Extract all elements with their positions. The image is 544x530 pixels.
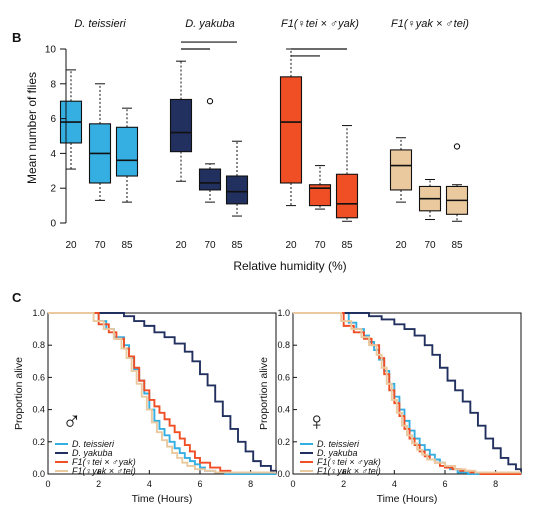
x-tick-labels: 20 70 85 20 70 85 20 70 85 20 70 85 — [65, 240, 463, 251]
x-tick-label: 70 — [204, 240, 216, 251]
x-tick-label: 0 — [290, 479, 295, 489]
x-tick-label: 2 — [341, 479, 346, 489]
group-title: F1(♀tei × ♂yak) — [281, 18, 359, 30]
x-tick-label: 20 — [175, 240, 187, 251]
plot-frame — [292, 312, 522, 475]
x-tick-label: 2 — [96, 479, 101, 489]
survival-plot-female: 0.0 0.2 0.4 0.6 0.8 1.0 0 2 4 6 8 Time (Hours) Propo… — [258, 308, 522, 505]
box — [115, 126, 139, 177]
outlier-point — [206, 98, 214, 105]
x-axis-label: Time (Hours) — [377, 493, 438, 505]
panel-c: C 0.0 0.2 0.4 0.6 0.8 1.0 0 2 4 6 8 Time (Hours) Pro… — [12, 290, 522, 505]
plot-frame — [47, 312, 277, 475]
y-tick-label: 10 — [45, 45, 57, 56]
y-tick-label: 0.4 — [32, 405, 45, 415]
x-tick-label: 4 — [392, 479, 397, 489]
x-tick-label: 70 — [424, 240, 436, 251]
x-tick-label: 20 — [285, 240, 297, 251]
x-tick-label: 4 — [147, 479, 152, 489]
x-tick-label: 0 — [45, 479, 50, 489]
group-titles: D. teissieri D. yakuba F1(♀tei × ♂yak) F1(♀… — [74, 18, 469, 30]
x-tick-label: 70 — [314, 240, 326, 251]
legend-label: D. teissieri — [317, 439, 360, 449]
survival-line — [48, 312, 276, 474]
x-axis-label: Relative humidity (%) — [233, 259, 346, 273]
x-tick-label: 20 — [65, 240, 77, 251]
x-tick-label: 85 — [121, 240, 133, 251]
panel-b: B D. teissieri D. yakuba F1(♀tei × ♂yak) F1… — [12, 18, 469, 273]
outlier-point — [453, 143, 461, 150]
box — [389, 149, 413, 191]
y-axis-label: Proportion alive — [258, 357, 270, 430]
x-tick-label: 6 — [197, 479, 202, 489]
legend-label: F1(♀tei × ♂yak) — [72, 457, 136, 467]
x-tick-label: 6 — [442, 479, 447, 489]
y-tick-label: 8 — [50, 79, 56, 90]
y-tick-label: 1.0 — [277, 308, 290, 318]
box — [308, 184, 332, 207]
survival-line — [293, 312, 521, 474]
y-tick-label: 0.8 — [277, 340, 290, 350]
y-axis-label: Proportion alive — [13, 357, 25, 430]
x-tick-label: 85 — [451, 240, 463, 251]
legend-label: F1(♀tei × ♂yak) — [317, 457, 381, 467]
y-tick-label: 0.0 — [32, 469, 45, 479]
survival-line — [48, 312, 277, 473]
box-plots — [59, 48, 469, 222]
legend-label: D. yakuba — [317, 448, 358, 458]
survival-line — [293, 312, 522, 473]
box — [198, 168, 222, 191]
legend-label: F1(♀yak × ♂tei) — [72, 466, 136, 476]
panel-label-b: B — [12, 30, 21, 45]
x-axis-label: Time (Hours) — [132, 493, 193, 505]
significance-bars — [181, 41, 347, 57]
panel-label-c: C — [12, 290, 22, 305]
sex-symbol: ♂ — [62, 406, 82, 436]
group-title: D. yakuba — [185, 18, 235, 30]
group-title: F1(♀yak × ♂tei) — [391, 18, 469, 30]
box — [279, 76, 303, 184]
survival-line — [48, 312, 276, 474]
legend-label: D. yakuba — [72, 448, 113, 458]
x-tick-label: 8 — [493, 479, 498, 489]
y-tick-label: 0.4 — [277, 405, 290, 415]
legend-label: F1(♀yak × ♂tei) — [317, 466, 381, 476]
y-axis: 0 2 4 6 8 10 — [45, 45, 67, 230]
survival-plot-male: 0.0 0.2 0.4 0.6 0.8 1.0 0 2 4 6 8 Time (Hours) Propo… — [13, 308, 277, 505]
y-tick-label: 6 — [50, 114, 56, 125]
box — [335, 173, 359, 219]
box — [169, 98, 193, 153]
y-tick-label: 0.2 — [277, 437, 290, 447]
box — [225, 175, 249, 205]
y-tick-label: 0.6 — [32, 372, 45, 382]
x-tick-label: 70 — [94, 240, 106, 251]
y-tick-label: 4 — [50, 149, 56, 160]
y-tick-label: 0.2 — [32, 437, 45, 447]
x-tick-label: 8 — [248, 479, 253, 489]
x-tick-label: 85 — [231, 240, 243, 251]
y-axis-label: Mean number of flies — [25, 72, 39, 184]
y-tick-label: 0.6 — [277, 372, 290, 382]
y-tick-label: 0 — [50, 219, 56, 230]
y-tick-label: 2 — [50, 184, 56, 195]
x-tick-label: 85 — [341, 240, 353, 251]
x-tick-label: 20 — [395, 240, 407, 251]
group-title: D. teissieri — [74, 18, 126, 30]
sex-symbol: ♀ — [307, 406, 327, 436]
y-tick-label: 0.8 — [32, 340, 45, 350]
legend-label: D. teissieri — [72, 439, 115, 449]
y-tick-label: 0.0 — [277, 469, 290, 479]
y-tick-label: 1.0 — [32, 308, 45, 318]
